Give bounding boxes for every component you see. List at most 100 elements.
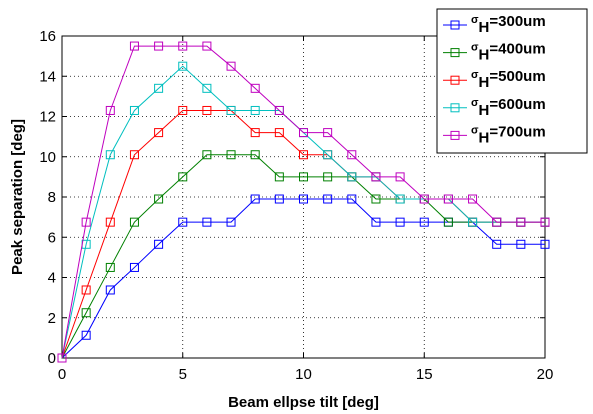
data-point [202,217,212,227]
y-tick-label: 12 [39,109,56,126]
y-tick-label: 2 [48,310,56,327]
data-point [419,217,429,227]
legend-marker [450,103,460,113]
data-point [154,239,164,249]
data-point [395,194,405,204]
data-point [516,217,526,227]
legend-label: σH=700um [471,123,546,146]
data-point [371,172,381,182]
legend-item: σH=300um [443,13,546,36]
data-point [299,128,308,138]
y-tick-label: 0 [48,350,56,367]
y-tick-label: 8 [48,189,56,206]
legend-item: σH=600um [443,96,546,119]
data-point [274,105,284,115]
data-point [395,172,405,182]
data-point [323,172,333,182]
data-point [323,128,333,138]
legend-label: σH=300um [471,13,546,36]
data-point [443,217,453,227]
data-point [323,150,333,160]
legend-label: σH=500um [471,68,546,91]
x-axis-title: Beam ellpse tilt [deg] [228,394,379,411]
data-point [371,194,381,204]
legend-marker [450,75,460,85]
data-point [105,150,115,160]
data-point [129,217,139,227]
data-point [129,105,139,115]
data-point [274,194,284,204]
data-point [105,285,115,295]
data-point [516,239,526,249]
data-point [468,194,478,204]
data-point [105,217,115,227]
data-point [468,217,478,227]
legend: σH=300um σH=400um σH=500um σH=600um σH=700um [436,8,588,154]
series-line [61,154,545,359]
y-tick-label: 4 [48,270,56,287]
data-point [154,41,164,51]
data-point [202,41,212,51]
axis-ticks: 0 5 10 15 20 0 2 4 6 8 10 12 14 16 [39,28,553,383]
data-point [323,194,333,204]
legend-marker [450,20,460,30]
legend-item: σH=700um [443,123,546,146]
data-point [81,285,91,295]
data-point [226,150,236,160]
data-point [105,105,115,115]
y-axis-title: Peak separation [deg] [9,119,26,275]
data-point [540,239,550,249]
data-point [347,172,357,182]
data-point [202,150,212,160]
data-point [299,172,308,182]
legend-item: σH=400um [443,41,546,64]
data-point [492,239,502,249]
data-point [395,217,405,227]
data-point [274,172,284,182]
data-point [250,128,260,138]
legend-label: σH=600um [471,96,546,119]
x-tick-label: 10 [295,366,312,383]
data-point [178,172,188,182]
data-point [443,194,453,204]
data-point [81,217,91,227]
data-point [178,217,188,227]
data-point [347,194,357,204]
legend-label: σH=400um [471,41,546,64]
x-tick-label: 5 [179,366,187,383]
y-tick-label: 16 [39,28,56,45]
series-layer [57,41,550,363]
data-point [299,194,308,204]
data-point [492,217,502,227]
series-line [61,45,545,359]
data-point [154,128,164,138]
data-point [57,353,67,363]
legend-box [436,8,588,154]
data-point [81,330,91,340]
x-tick-label: 15 [416,366,433,383]
x-tick-label: 20 [537,366,554,383]
data-point [226,105,236,115]
data-point [250,83,260,93]
legend-marker [450,130,460,140]
data-point [129,41,139,51]
data-point [154,83,164,93]
data-point [540,217,550,227]
data-point [250,194,260,204]
data-point [347,150,357,160]
data-point [154,194,164,204]
data-point [419,194,429,204]
data-point [81,308,91,318]
data-point [371,217,381,227]
data-point [226,217,236,227]
data-point [226,61,236,71]
data-point [178,105,188,115]
y-tick-label: 10 [39,149,56,166]
y-tick-label: 14 [39,68,56,85]
data-point [105,262,115,272]
data-point [129,150,139,160]
data-point [202,105,212,115]
data-point [202,83,212,93]
y-tick-label: 6 [48,229,56,246]
